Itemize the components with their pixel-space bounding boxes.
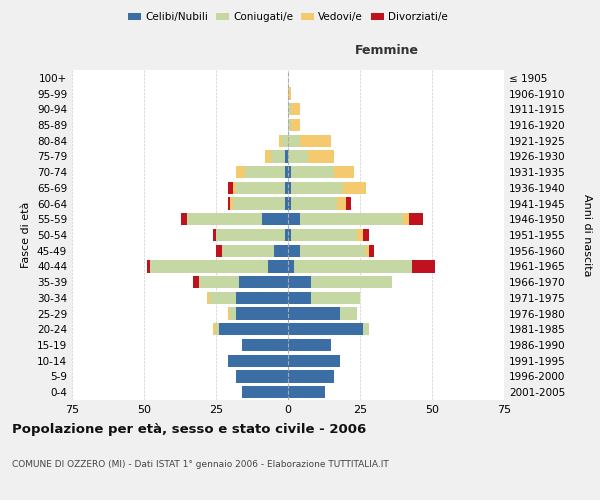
Bar [280,134,282,147]
Bar [288,166,291,178]
Bar [236,308,288,320]
Bar [216,323,219,336]
Bar [150,260,268,272]
Bar [227,198,230,209]
Bar [181,213,187,226]
Bar [288,292,311,304]
Bar [274,244,288,257]
Bar [147,260,150,272]
Bar [288,244,299,257]
Bar [291,166,334,178]
Bar [236,166,245,178]
Bar [187,213,262,226]
Bar [363,229,368,241]
Bar [233,182,236,194]
Bar [227,182,233,194]
Bar [288,213,299,226]
Bar [222,244,274,257]
Bar [245,166,285,178]
Bar [282,134,288,147]
Bar [268,260,288,272]
Bar [343,182,366,194]
Bar [285,198,288,209]
Bar [288,339,331,351]
Bar [227,308,230,320]
Bar [409,213,424,226]
Bar [236,292,288,304]
Bar [311,292,360,304]
Bar [291,198,337,209]
Bar [288,119,291,131]
Bar [308,150,334,162]
Bar [216,244,222,257]
Bar [236,182,285,194]
Bar [242,339,288,351]
Bar [288,260,294,272]
Bar [265,150,271,162]
Bar [285,182,288,194]
Bar [288,150,308,162]
Bar [233,198,285,209]
Bar [230,308,236,320]
Bar [368,244,374,257]
Bar [291,103,299,116]
Bar [311,276,392,288]
Bar [288,386,325,398]
Bar [288,134,299,147]
Bar [412,260,435,272]
Bar [299,134,331,147]
Bar [288,229,291,241]
Bar [288,103,291,116]
Bar [199,276,239,288]
Bar [363,323,368,336]
Bar [357,229,363,241]
Y-axis label: Anni di nascita: Anni di nascita [582,194,592,276]
Bar [340,308,357,320]
Bar [288,182,291,194]
Bar [291,182,343,194]
Bar [334,166,354,178]
Bar [337,198,346,209]
Bar [285,166,288,178]
Text: Femmine: Femmine [355,44,419,57]
Bar [285,150,288,162]
Bar [346,198,352,209]
Bar [242,386,288,398]
Bar [299,213,403,226]
Bar [288,308,340,320]
Text: COMUNE DI OZZERO (MI) - Dati ISTAT 1° gennaio 2006 - Elaborazione TUTTITALIA.IT: COMUNE DI OZZERO (MI) - Dati ISTAT 1° ge… [12,460,389,469]
Bar [227,354,288,367]
Bar [193,276,199,288]
Bar [236,370,288,382]
Bar [230,198,233,209]
Bar [288,198,291,209]
Bar [210,292,236,304]
Bar [288,354,340,367]
Bar [299,244,366,257]
Bar [403,213,409,226]
Bar [291,229,357,241]
Bar [285,229,288,241]
Bar [219,323,288,336]
Y-axis label: Fasce di età: Fasce di età [22,202,31,268]
Bar [271,150,285,162]
Bar [208,292,210,304]
Bar [366,244,368,257]
Bar [288,276,311,288]
Bar [288,88,291,100]
Text: Popolazione per età, sesso e stato civile - 2006: Popolazione per età, sesso e stato civil… [12,422,366,436]
Bar [262,213,288,226]
Bar [213,229,216,241]
Bar [291,119,299,131]
Bar [216,229,285,241]
Bar [288,370,334,382]
Bar [294,260,412,272]
Legend: Celibi/Nubili, Coniugati/e, Vedovi/e, Divorziati/e: Celibi/Nubili, Coniugati/e, Vedovi/e, Di… [124,8,452,26]
Bar [239,276,288,288]
Bar [213,323,216,336]
Bar [288,323,363,336]
